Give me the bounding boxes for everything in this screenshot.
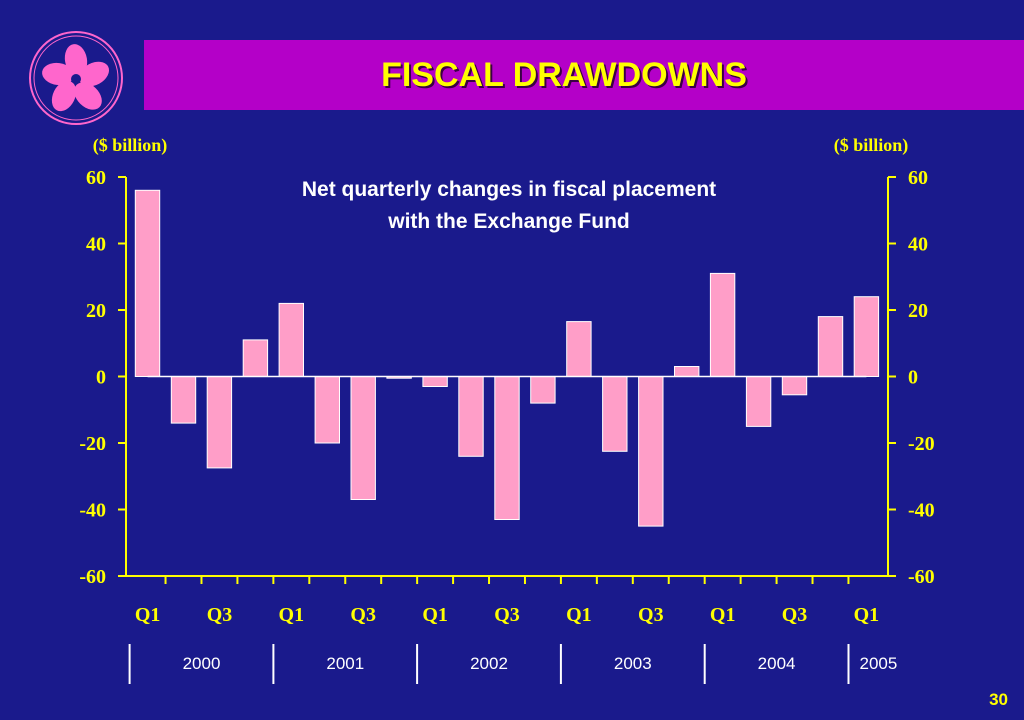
bar (170, 376, 197, 424)
x-tick-label: Q1 (279, 604, 305, 626)
year-label: 2000 (183, 654, 221, 673)
bauhinia-flower-icon (29, 31, 123, 125)
year-label: 2002 (470, 654, 508, 673)
y-tick-label-right: -40 (908, 500, 935, 522)
chart-subtitle: with the Exchange Fund (387, 210, 630, 233)
title-bar: FISCAL DRAWDOWNS (144, 40, 1024, 110)
bar (745, 376, 772, 427)
year-label: 2004 (758, 654, 796, 673)
y-tick-label-right: -60 (908, 566, 935, 588)
bar (458, 376, 484, 457)
y-tick-label-right: 40 (908, 234, 928, 256)
x-tick-label: Q3 (207, 604, 233, 626)
bar (206, 376, 233, 469)
bar (781, 376, 808, 396)
y-tick-label-left: 20 (86, 300, 106, 322)
y-tick-label-left: -20 (79, 433, 106, 455)
bar (494, 376, 520, 520)
x-tick-label: Q1 (854, 604, 880, 626)
year-label: 2003 (614, 654, 652, 673)
year-label: 2001 (326, 654, 364, 673)
x-tick-label: Q3 (494, 604, 520, 626)
x-tick-label: Q1 (566, 604, 592, 626)
chart-title: Net quarterly changes in fiscal placemen… (302, 178, 716, 201)
slide-title: FISCAL DRAWDOWNS (381, 55, 747, 94)
y-tick-label-left: -60 (79, 566, 106, 588)
bar (638, 376, 664, 527)
bar (602, 376, 628, 452)
bar (709, 272, 736, 377)
bar (530, 376, 556, 404)
y-tick-label-right: 20 (908, 300, 928, 322)
x-tick-label: Q3 (782, 604, 808, 626)
bar (422, 376, 448, 387)
bar (817, 316, 844, 378)
bar (242, 339, 269, 377)
bar (314, 376, 341, 444)
y-tick-label-right: 0 (908, 367, 918, 389)
bar (134, 189, 161, 377)
bar (566, 321, 592, 378)
bar (350, 376, 376, 500)
y-tick-label-left: 40 (86, 234, 106, 256)
x-tick-label: Q1 (422, 604, 448, 626)
bar (278, 302, 305, 377)
x-tick-label: Q1 (135, 604, 161, 626)
y-tick-label-right: 60 (908, 167, 928, 189)
y-tick-label-left: 60 (86, 167, 106, 189)
bar (853, 296, 880, 378)
x-tick-label: Q3 (638, 604, 664, 626)
x-tick-label: Q1 (710, 604, 736, 626)
bar (674, 366, 700, 377)
x-tick-label: Q3 (350, 604, 376, 626)
y-tick-label-left: 0 (96, 367, 106, 389)
y-axis-label-left: ($ billion) (93, 135, 168, 156)
y-tick-label-left: -40 (79, 500, 106, 522)
page-number: 30 (989, 690, 1008, 709)
year-label: 2005 (859, 654, 897, 673)
y-axis-label-right: ($ billion) (834, 135, 909, 156)
y-tick-label-right: -20 (908, 433, 935, 455)
